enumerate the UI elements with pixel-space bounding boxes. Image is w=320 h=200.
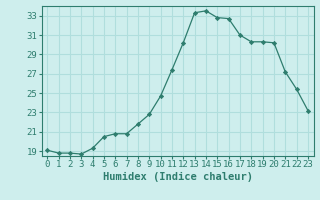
X-axis label: Humidex (Indice chaleur): Humidex (Indice chaleur) (103, 172, 252, 182)
